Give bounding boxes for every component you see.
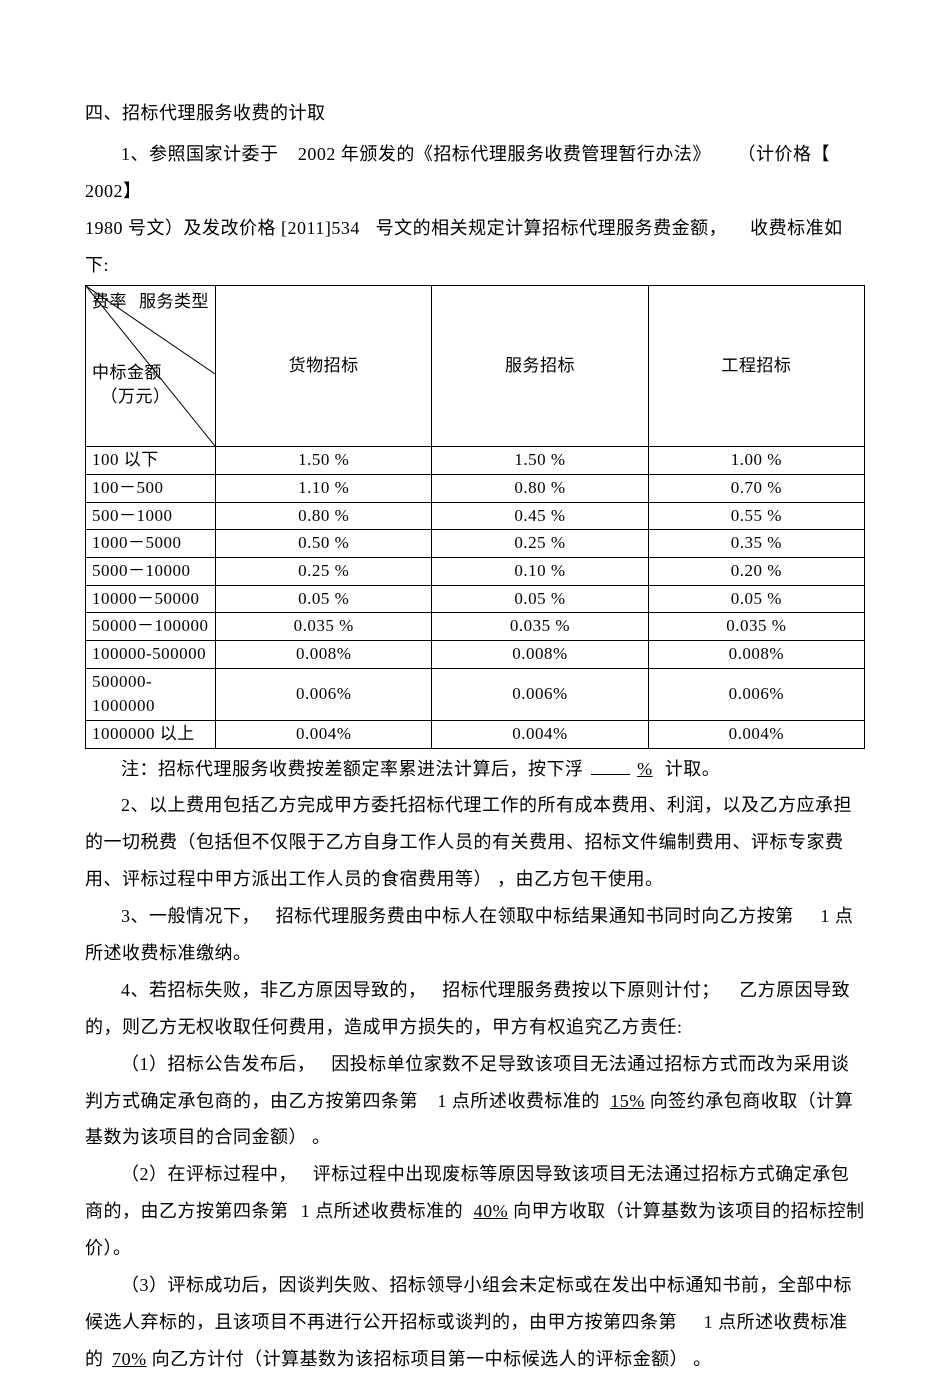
value-cell: 0.008% — [648, 640, 864, 668]
range-cell: 5000－10000 — [86, 558, 216, 586]
paragraph-2: 2、以上费用包括乙方完成甲方委托招标代理工作的所有成本费用、利润，以及乙方应承担… — [85, 787, 865, 898]
value-cell: 0.004% — [216, 720, 432, 748]
intro-paragraph: 1、参照国家计委于 2002 年颁发的《招标代理服务收费管理暂行办法》 （计价格… — [85, 136, 865, 210]
intro-text: 1980 号文）及发改价格 [2011]534 — [85, 218, 360, 238]
p4-text: 4、若招标失败，非乙方原因导致的， — [121, 980, 427, 1000]
range-cell: 500000-1000000 — [86, 668, 216, 720]
value-cell: 1.50 % — [432, 447, 648, 475]
corner-rate-label: 费率 — [92, 290, 127, 315]
value-cell: 0.05 % — [648, 585, 864, 613]
value-cell: 0.006% — [216, 668, 432, 720]
s1-text: 1 点所述收费标准的 — [437, 1091, 600, 1111]
range-cell: 100000-500000 — [86, 640, 216, 668]
p3-text: 招标代理服务费由中标人在领取中标结果通知书同时向乙方按第 — [276, 906, 794, 926]
p4-text: 招标代理服务费按以下原则计付； — [442, 980, 720, 1000]
s1-text: （1）招标公告发布后， — [121, 1054, 316, 1074]
value-cell: 0.006% — [648, 668, 864, 720]
s3-text: 向乙方计付（计算基数为该招标项目第一中标候选人的评标金额） 。 — [152, 1349, 712, 1369]
note-percent: % — [637, 759, 653, 779]
range-cell: 1000－5000 — [86, 530, 216, 558]
value-cell: 0.55 % — [648, 502, 864, 530]
range-cell: 50000－100000 — [86, 613, 216, 641]
value-cell: 0.004% — [432, 720, 648, 748]
corner-amount-label: 中标金额 （万元） — [92, 361, 171, 409]
subparagraph-1: （1）招标公告发布后， 因投标单位家数不足导致该项目无法通过招标方式而改为采用谈… — [85, 1046, 865, 1157]
value-cell: 0.45 % — [432, 502, 648, 530]
value-cell: 0.20 % — [648, 558, 864, 586]
s2-text: 1 点所述收费标准的 — [301, 1201, 464, 1221]
corner-unit-text: （万元） — [101, 387, 171, 406]
range-cell: 100 以下 — [86, 447, 216, 475]
note-text: 注：招标代理服务收费按差额定率累进法计算后，按下浮 — [121, 759, 584, 779]
intro-text: 2002 年颁发的《招标代理服务收费管理暂行办法》 — [298, 144, 711, 164]
corner-header: 费率 服务类型 中标金额 （万元） — [86, 286, 216, 447]
col-header: 工程招标 — [648, 286, 864, 447]
value-cell: 0.70 % — [648, 475, 864, 503]
value-cell: 1.10 % — [216, 475, 432, 503]
value-cell: 0.10 % — [432, 558, 648, 586]
table-row: 100000-5000000.008%0.008%0.008% — [86, 640, 865, 668]
table-row: 500－10000.80 %0.45 %0.55 % — [86, 502, 865, 530]
value-cell: 0.05 % — [432, 585, 648, 613]
intro-paragraph-2: 1980 号文）及发改价格 [2011]534 号文的相关规定计算招标代理服务费… — [85, 210, 865, 284]
intro-text: 1、参照国家计委于 — [121, 144, 279, 164]
corner-amount-text: 中标金额 — [92, 363, 162, 382]
s2-percent: 40% — [474, 1201, 509, 1221]
table-row: 500000-10000000.006%0.006%0.006% — [86, 668, 865, 720]
value-cell: 1.00 % — [648, 447, 864, 475]
table-row: 50000－1000000.035 %0.035 %0.035 % — [86, 613, 865, 641]
col-header: 货物招标 — [216, 286, 432, 447]
value-cell: 0.50 % — [216, 530, 432, 558]
subparagraph-3: （3）评标成功后，因谈判失败、招标领导小组会未定标或在发出中标通知书前，全部中标… — [85, 1267, 865, 1378]
s1-percent: 15% — [610, 1091, 645, 1111]
value-cell: 0.006% — [432, 668, 648, 720]
value-cell: 0.008% — [216, 640, 432, 668]
value-cell: 0.80 % — [216, 502, 432, 530]
value-cell: 0.035 % — [432, 613, 648, 641]
range-cell: 1000000 以上 — [86, 720, 216, 748]
range-cell: 500－1000 — [86, 502, 216, 530]
value-cell: 0.35 % — [648, 530, 864, 558]
value-cell: 0.05 % — [216, 585, 432, 613]
table-header-row: 费率 服务类型 中标金额 （万元） 货物招标 服务招标 工程招标 — [86, 286, 865, 447]
corner-type-label: 服务类型 — [139, 290, 209, 315]
document-page: 四、招标代理服务收费的计取 1、参照国家计委于 2002 年颁发的《招标代理服务… — [0, 0, 950, 1345]
subparagraph-2: （2）在评标过程中， 评标过程中出现废标等原因导致该项目无法通过招标方式确定承包… — [85, 1156, 865, 1267]
value-cell: 0.008% — [432, 640, 648, 668]
range-cell: 100－500 — [86, 475, 216, 503]
section-heading: 四、招标代理服务收费的计取 — [85, 95, 865, 132]
value-cell: 0.25 % — [216, 558, 432, 586]
p3-text: 3、一般情况下， — [121, 906, 260, 926]
table-row: 10000－500000.05 %0.05 %0.05 % — [86, 585, 865, 613]
table-row: 1000000 以上0.004%0.004%0.004% — [86, 720, 865, 748]
value-cell: 0.25 % — [432, 530, 648, 558]
intro-text: 号文的相关规定计算招标代理服务费金额， — [376, 218, 728, 238]
table-row: 100 以下1.50 %1.50 %1.00 % — [86, 447, 865, 475]
value-cell: 0.035 % — [648, 613, 864, 641]
table-row: 100－5001.10 %0.80 %0.70 % — [86, 475, 865, 503]
value-cell: 0.004% — [648, 720, 864, 748]
table-body: 100 以下1.50 %1.50 %1.00 % 100－5001.10 %0.… — [86, 447, 865, 748]
fee-rate-table: 费率 服务类型 中标金额 （万元） 货物招标 服务招标 工程招标 100 以下1… — [85, 285, 865, 748]
s3-percent: 70% — [112, 1349, 147, 1369]
value-cell: 1.50 % — [216, 447, 432, 475]
blank-fill — [591, 774, 631, 775]
table-row: 1000－50000.50 %0.25 %0.35 % — [86, 530, 865, 558]
value-cell: 0.035 % — [216, 613, 432, 641]
table-row: 5000－100000.25 %0.10 %0.20 % — [86, 558, 865, 586]
col-header: 服务招标 — [432, 286, 648, 447]
note-text: 计取。 — [665, 759, 721, 779]
table-note: 注：招标代理服务收费按差额定率累进法计算后，按下浮 % 计取。 — [85, 751, 865, 788]
value-cell: 0.80 % — [432, 475, 648, 503]
paragraph-3: 3、一般情况下， 招标代理服务费由中标人在领取中标结果通知书同时向乙方按第 1 … — [85, 898, 865, 972]
s2-text: （2）在评标过程中， — [121, 1164, 297, 1184]
range-cell: 10000－50000 — [86, 585, 216, 613]
paragraph-4: 4、若招标失败，非乙方原因导致的， 招标代理服务费按以下原则计付； 乙方原因导致… — [85, 972, 865, 1046]
